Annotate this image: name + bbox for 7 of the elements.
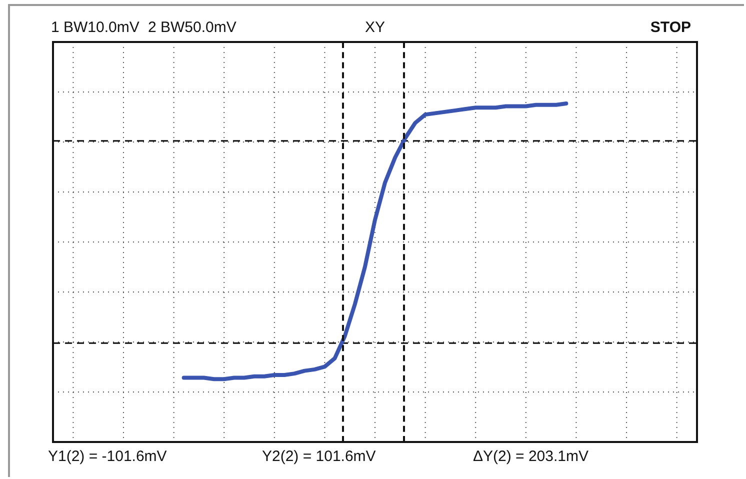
chart-title: XY bbox=[364, 19, 386, 36]
text: ΔY(2) = 203.1mV bbox=[473, 448, 588, 465]
text: 2 BW50.0mV bbox=[148, 19, 236, 36]
text: Y2(2) = 101.6mV bbox=[262, 448, 376, 465]
text: STOP bbox=[650, 19, 691, 36]
text: 1 BW10.0mV bbox=[51, 19, 140, 36]
text: Y1(2) = -101.6mV bbox=[48, 448, 167, 465]
